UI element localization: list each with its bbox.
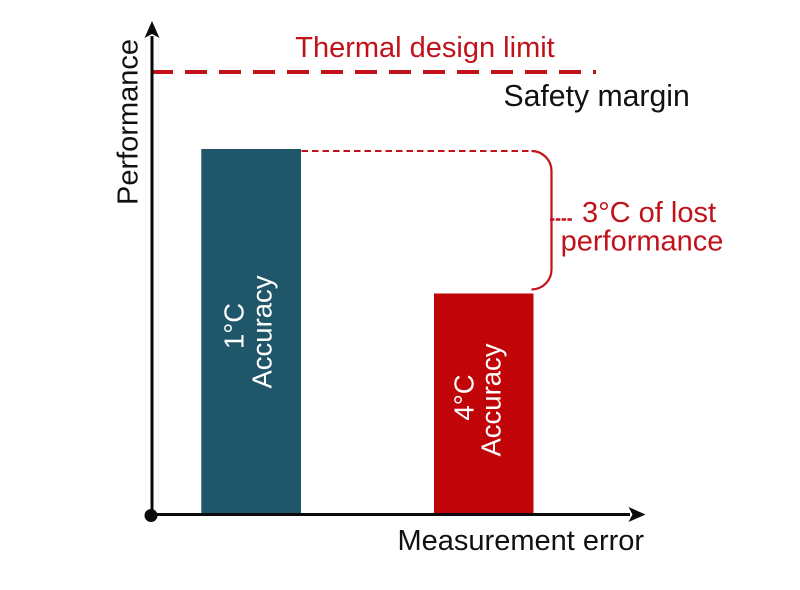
svg-text:performance: performance <box>561 226 724 258</box>
svg-text:Accuracy: Accuracy <box>247 275 278 388</box>
svg-text:4°C: 4°C <box>449 374 480 420</box>
svg-text:Accuracy: Accuracy <box>476 343 507 456</box>
svg-text:Performance: Performance <box>113 39 145 205</box>
svg-text:Measurement error: Measurement error <box>398 525 645 557</box>
svg-text:1°C: 1°C <box>219 303 250 349</box>
svg-text:Thermal design limit: Thermal design limit <box>295 32 554 64</box>
svg-text:Safety margin: Safety margin <box>504 80 690 113</box>
svg-text:3°C of lost: 3°C of lost <box>582 197 716 229</box>
